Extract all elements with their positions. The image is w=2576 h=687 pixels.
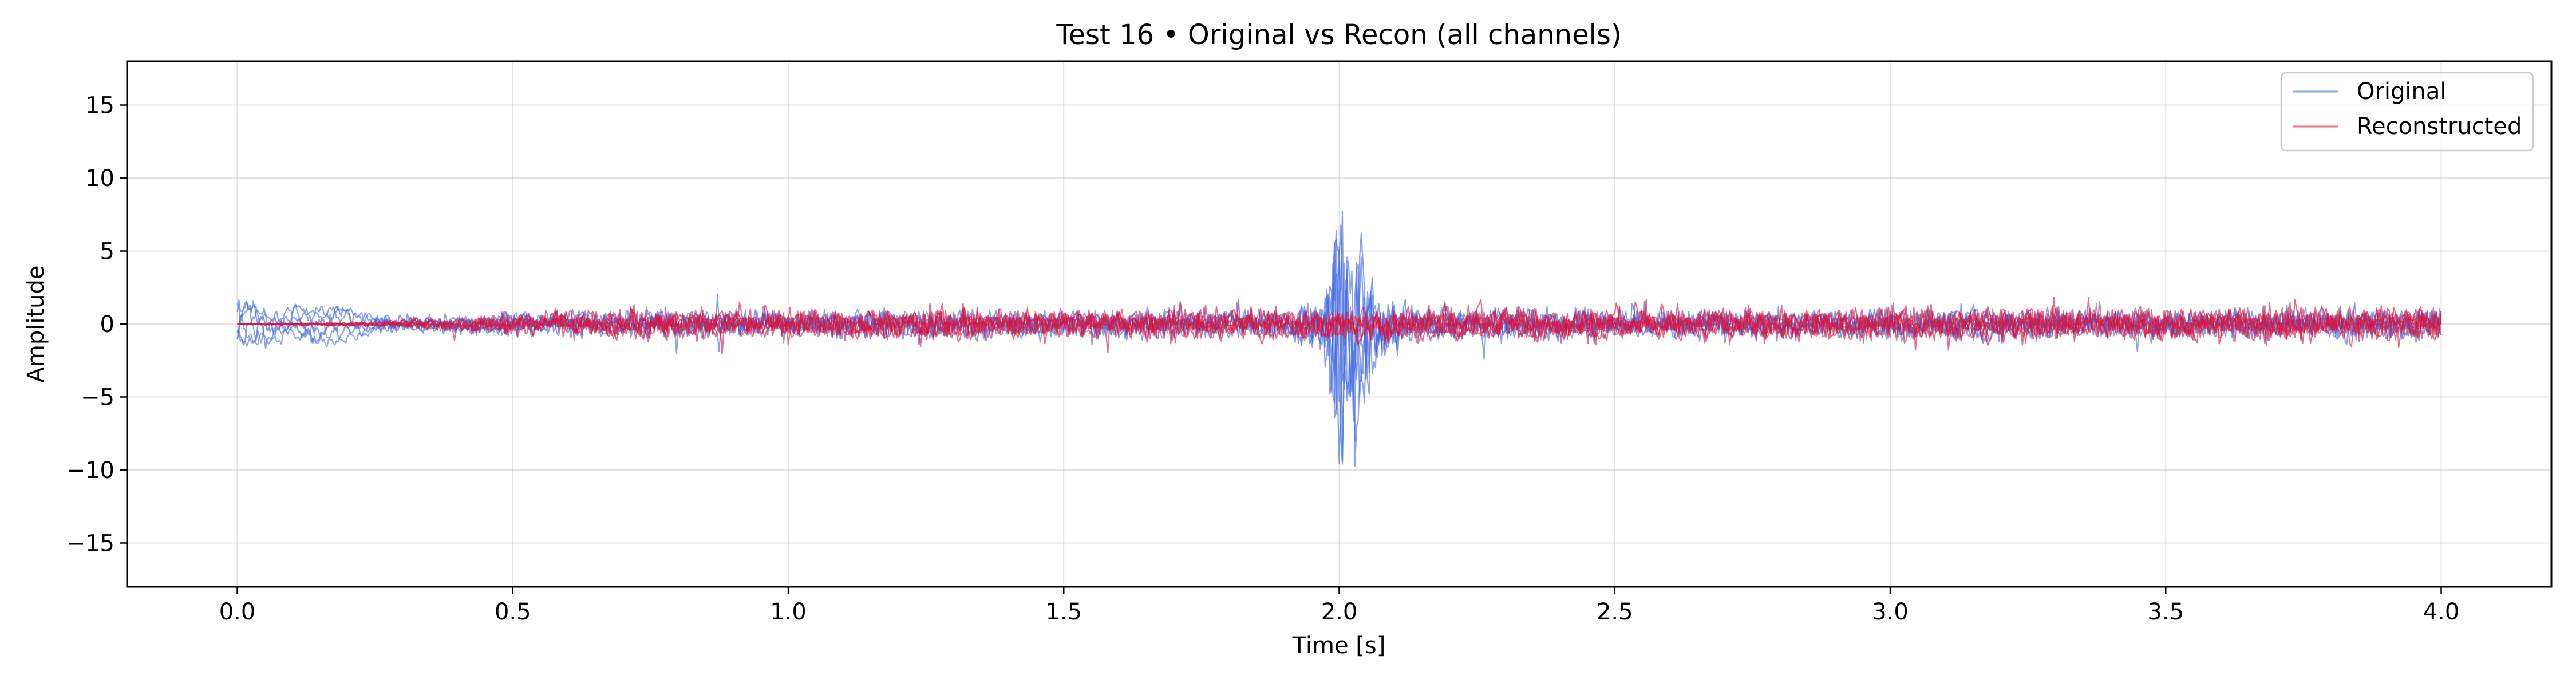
x-tick-label: 2.0 — [1321, 599, 1358, 625]
x-tick-label: 1.5 — [1045, 599, 1082, 625]
y-axis-ticks: −15 −10 −5 0 5 10 15 — [66, 93, 127, 557]
x-tick-label: 0.5 — [495, 599, 531, 625]
chart-title: Test 16 • Original vs Recon (all channel… — [1056, 19, 1621, 51]
x-tick-label: 1.0 — [770, 599, 807, 625]
x-tick-label: 3.5 — [2147, 599, 2184, 625]
y-tick-label: 0 — [100, 311, 114, 338]
y-axis-label: Amplitude — [23, 266, 49, 383]
legend-label-reconstructed: Reconstructed — [2357, 113, 2522, 140]
legend: Original Reconstructed — [2280, 72, 2534, 152]
legend-box — [2280, 72, 2534, 152]
y-tick-label: 15 — [85, 93, 114, 119]
y-tick-label: −10 — [66, 457, 114, 484]
series-reconstructed — [237, 297, 2442, 355]
x-axis-label: Time [s] — [1292, 633, 1386, 659]
y-tick-label: −5 — [81, 385, 114, 411]
x-tick-label: 3.0 — [1872, 599, 1909, 625]
y-tick-label: 5 — [100, 239, 114, 265]
x-tick-label: 4.0 — [2423, 599, 2460, 625]
y-tick-label: 10 — [85, 165, 114, 192]
channel-line — [237, 302, 2442, 348]
y-tick-label: −15 — [66, 531, 114, 557]
x-tick-label: 0.0 — [219, 599, 256, 625]
x-axis-ticks: 0.0 0.5 1.0 1.5 2.0 2.5 3.0 3.5 4.0 — [219, 587, 2460, 625]
legend-label-original: Original — [2357, 78, 2447, 105]
series-layer — [236, 210, 2442, 467]
x-tick-label: 2.5 — [1597, 599, 1633, 625]
